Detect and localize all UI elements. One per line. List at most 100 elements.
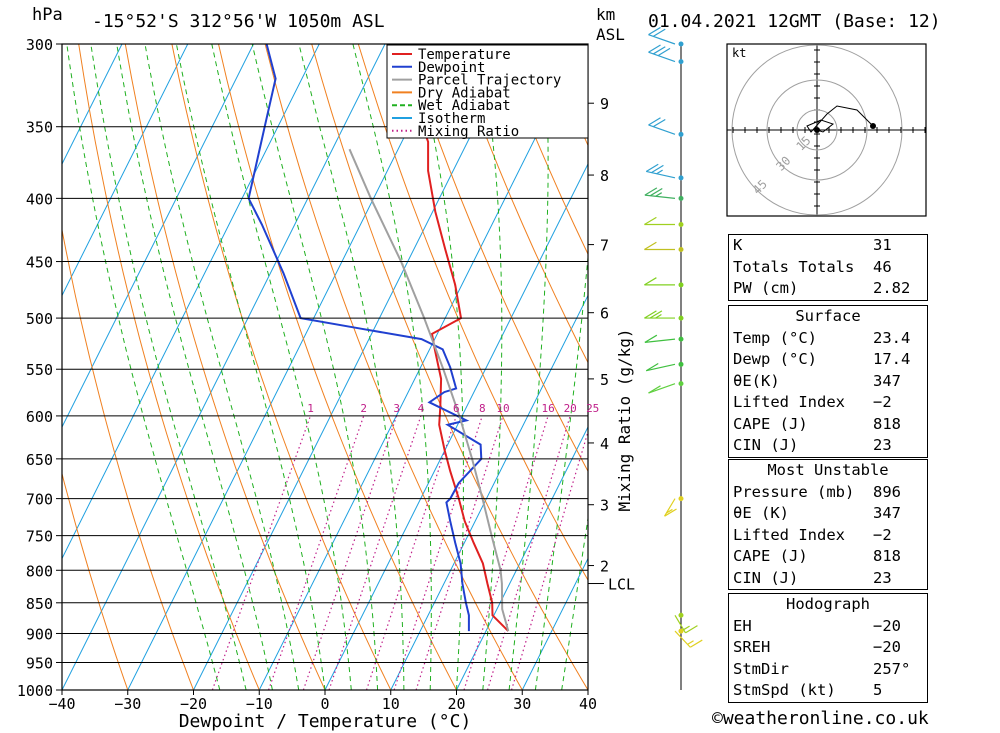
table-row-value: −20 <box>873 616 901 635</box>
table-row: Totals Totals 46 <box>729 257 927 279</box>
table-row-label: Pressure (mb) <box>733 482 855 501</box>
pressure-tick-label: 1000 <box>17 682 53 700</box>
wind-barb-staff <box>648 34 676 45</box>
table-row: StmDir 257° <box>729 659 927 681</box>
dry-adiabat-line <box>62 471 129 690</box>
wind-level-dot <box>678 131 684 137</box>
table-row: EH −20 <box>729 616 927 638</box>
wind-barb-staff <box>674 614 686 634</box>
table-row-label: EH <box>733 616 752 635</box>
table-row: CAPE (J) 818 <box>729 414 927 436</box>
wind-barb-feather <box>651 164 664 174</box>
temperature-tick-label: 0 <box>320 695 329 713</box>
table-row-value: −2 <box>873 393 892 411</box>
table-row-value: 2.82 <box>873 279 911 297</box>
hodograph-unit-label: kt <box>732 46 746 60</box>
dry-adiabat-line <box>451 44 588 364</box>
table-row-label: K <box>733 236 743 254</box>
table-row: Lifted Index −2 <box>729 525 927 547</box>
wind-barb-feather <box>685 625 698 634</box>
wet-adiabat-line <box>66 44 221 690</box>
wind-barb <box>644 334 676 343</box>
mixing-ratio-line <box>328 415 422 690</box>
table-title: Surface <box>795 307 861 325</box>
wind-level-dot <box>678 246 684 252</box>
mixing-ratio-label: 1 <box>307 402 314 415</box>
wind-barb-staff <box>648 51 676 63</box>
table-row-value: 347 <box>873 371 901 390</box>
table-row-label: θE(K) <box>733 371 780 390</box>
wind-level-dot <box>678 59 684 65</box>
table-row: SREH −20 <box>729 637 927 659</box>
table-row-label: StmDir <box>733 659 789 678</box>
mixing-ratio-label: 10 <box>496 402 509 415</box>
wind-barb-feather <box>645 163 659 172</box>
wind-barb-feather <box>652 118 666 128</box>
wet-adiabat-line <box>508 44 549 690</box>
table-row-label: Temp (°C) <box>733 328 817 347</box>
plot-frame <box>61 43 589 691</box>
wind-barb-feather <box>655 192 663 197</box>
wet-adiabat-line <box>251 44 379 690</box>
mixing-ratio-line <box>268 415 365 690</box>
wind-barb <box>674 614 698 634</box>
table-row-value: 896 <box>873 482 901 501</box>
mixing-ratio-label: 20 <box>564 402 577 415</box>
wind-barb-staff <box>644 338 676 343</box>
wind-barb-feather <box>652 46 666 55</box>
wind-level-dot <box>678 628 684 634</box>
wind-level-dot <box>678 336 684 342</box>
table-row: θE (K) 347 <box>729 503 927 525</box>
table-row-value: 5 <box>873 681 883 699</box>
wind-barb-staff <box>664 498 676 517</box>
table-row-value: 818 <box>873 547 901 565</box>
table-row-label: PW (cm) <box>733 279 799 297</box>
km-tick-label: 4 <box>600 435 609 453</box>
hodograph-end-dot <box>870 123 876 129</box>
table-row: Lifted Index −2 <box>729 392 927 414</box>
table-row-label: Lifted Index <box>733 393 845 411</box>
table-row-value: 23.4 <box>873 328 911 347</box>
mixing-ratio-line <box>486 415 571 690</box>
isotherm-line <box>62 44 189 297</box>
lcl-label: LCL <box>608 576 635 594</box>
mixing-ratio-line <box>302 415 398 690</box>
location-title: -15°52'S 312°56'W 1050m ASL <box>92 11 385 32</box>
table-row: K 31 <box>729 235 927 257</box>
temperature-tick-label: −10 <box>246 695 273 713</box>
wind-level-dot <box>678 361 684 367</box>
isotherm-line <box>324 162 588 690</box>
table-row: CIN (J) 23 <box>729 435 927 457</box>
table-row-label: CIN (J) <box>733 568 799 587</box>
wind-barb-feather <box>648 117 661 126</box>
wind-barb-feather <box>656 169 663 175</box>
table-row-label: CAPE (J) <box>733 414 808 433</box>
isotherm-line <box>62 44 386 690</box>
isotherm-line <box>62 44 123 166</box>
wet-adiabat-line <box>352 44 432 690</box>
wind-barb-feather <box>644 216 657 226</box>
table-row-label: Totals Totals <box>733 257 855 276</box>
pressure-tick-label: 850 <box>26 595 53 613</box>
wet-adiabat-line <box>116 44 273 690</box>
table-row: Pressure (mb) 896 <box>729 482 927 504</box>
wind-barb <box>648 44 676 63</box>
datetime-title: 01.04.2021 12GMT (Base: 12) <box>648 11 941 32</box>
mixing-ratio-label: 4 <box>418 402 425 415</box>
wind-level-dot <box>678 496 684 502</box>
wind-barb-feather <box>644 241 657 251</box>
hodograph-ring <box>796 109 838 151</box>
temperature-tick-label: 40 <box>579 695 597 713</box>
km-tick-label: 6 <box>600 305 609 323</box>
wind-barb <box>644 310 675 319</box>
table-row-label: CIN (J) <box>733 436 799 454</box>
wind-barb <box>644 277 675 286</box>
isotherm-line <box>62 44 320 560</box>
storm-motion-dot <box>814 127 820 133</box>
wind-barb <box>645 363 676 372</box>
indices-table: K 31 Totals Totals 46 PW (cm) 2.82 <box>728 234 928 301</box>
table-row: Temp (°C) 23.4 <box>729 328 927 350</box>
pressure-tick-label: 300 <box>26 36 53 54</box>
